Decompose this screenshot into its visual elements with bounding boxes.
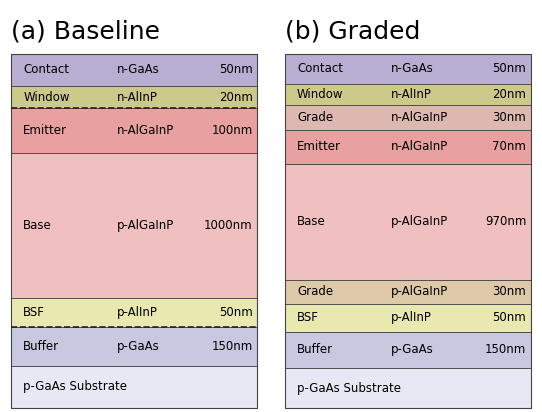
Text: n-AlGaInP: n-AlGaInP — [391, 111, 448, 124]
Text: 30nm: 30nm — [493, 111, 526, 124]
Text: (b) Graded: (b) Graded — [285, 19, 420, 43]
Text: p-AlGaInP: p-AlGaInP — [391, 285, 448, 298]
Text: n-AlInP: n-AlInP — [391, 88, 431, 101]
Text: Grade: Grade — [297, 111, 333, 124]
Text: Contact: Contact — [297, 62, 343, 75]
Bar — [285, 280, 531, 304]
Text: n-AlGaInP: n-AlGaInP — [391, 140, 448, 153]
Text: n-AlInP: n-AlInP — [117, 91, 158, 103]
Bar — [11, 366, 257, 408]
Text: 20nm: 20nm — [218, 91, 253, 103]
Text: p-GaAs: p-GaAs — [391, 343, 434, 356]
Text: 70nm: 70nm — [492, 140, 526, 153]
Bar — [11, 153, 257, 298]
Bar — [11, 328, 257, 366]
Text: n-GaAs: n-GaAs — [117, 63, 160, 76]
Text: n-GaAs: n-GaAs — [391, 62, 434, 75]
Text: Base: Base — [23, 219, 52, 232]
Text: p-AlGaInP: p-AlGaInP — [117, 219, 174, 232]
Text: p-AlGaInP: p-AlGaInP — [391, 215, 448, 228]
Text: p-GaAs: p-GaAs — [117, 340, 160, 353]
Text: Emitter: Emitter — [297, 140, 341, 153]
Text: BSF: BSF — [297, 311, 319, 324]
Text: 20nm: 20nm — [492, 88, 526, 101]
Text: Contact: Contact — [23, 63, 69, 76]
Text: (a) Baseline: (a) Baseline — [11, 19, 160, 43]
Bar — [11, 108, 257, 153]
Text: Grade: Grade — [297, 285, 333, 298]
Bar — [285, 54, 531, 84]
Text: 50nm: 50nm — [493, 62, 526, 75]
Bar — [285, 332, 531, 368]
Text: Emitter: Emitter — [23, 124, 67, 137]
Text: Base: Base — [297, 215, 326, 228]
Text: 50nm: 50nm — [219, 63, 253, 76]
Bar — [285, 164, 531, 280]
Text: 150nm: 150nm — [485, 343, 526, 356]
Text: p-AlInP: p-AlInP — [391, 311, 431, 324]
Text: 150nm: 150nm — [211, 340, 253, 353]
Text: 100nm: 100nm — [211, 124, 253, 137]
Text: 50nm: 50nm — [493, 311, 526, 324]
Text: Window: Window — [23, 91, 70, 103]
Bar — [11, 298, 257, 328]
Text: BSF: BSF — [23, 307, 45, 319]
Bar — [285, 130, 531, 164]
Text: 50nm: 50nm — [219, 307, 253, 319]
Bar — [11, 86, 257, 108]
Bar — [285, 304, 531, 332]
Bar — [285, 368, 531, 408]
Text: 1000nm: 1000nm — [204, 219, 253, 232]
Text: 970nm: 970nm — [485, 215, 526, 228]
Text: n-AlGaInP: n-AlGaInP — [117, 124, 174, 137]
Text: Buffer: Buffer — [23, 340, 59, 353]
Text: Buffer: Buffer — [297, 343, 333, 356]
Text: p-AlInP: p-AlInP — [117, 307, 158, 319]
Text: p-GaAs Substrate: p-GaAs Substrate — [23, 380, 127, 393]
Bar — [285, 105, 531, 130]
Text: p-GaAs Substrate: p-GaAs Substrate — [297, 382, 401, 395]
Text: Window: Window — [297, 88, 344, 101]
Bar — [11, 54, 257, 86]
Text: 30nm: 30nm — [493, 285, 526, 298]
Bar — [285, 84, 531, 105]
